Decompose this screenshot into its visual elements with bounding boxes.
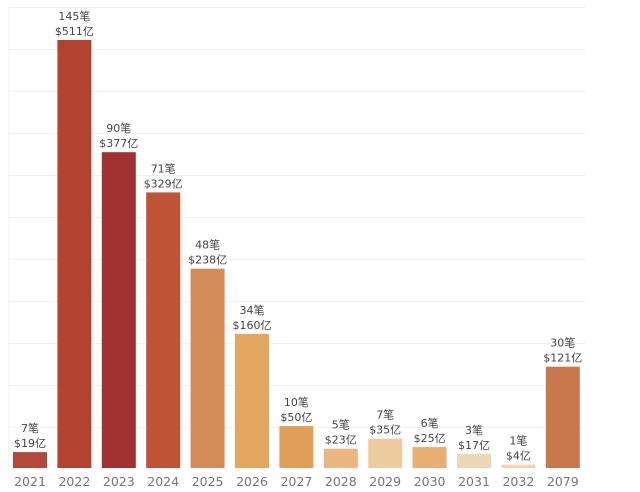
amount-label-2027: $50亿 — [280, 411, 312, 424]
count-label-2021: 7笔 — [21, 421, 39, 435]
x-tick-2023: 2023 — [103, 474, 135, 489]
x-tick-2029: 2029 — [369, 474, 401, 489]
amount-label-2031: $17亿 — [458, 439, 490, 452]
x-tick-2025: 2025 — [192, 474, 224, 489]
count-label-2026: 34笔 — [240, 303, 265, 317]
amount-label-2079: $121亿 — [543, 352, 582, 365]
x-tick-2030: 2030 — [414, 474, 446, 489]
data-labels: 7笔 $19亿 145笔 $511亿 90笔 $377亿 71笔 $329亿 48笔 $238亿 3… — [14, 9, 582, 463]
amount-label-2024: $329亿 — [144, 177, 183, 190]
count-label-2032: 1笔 — [509, 434, 527, 448]
amount-label-2026: $160亿 — [233, 319, 272, 332]
x-tick-2028: 2028 — [325, 474, 357, 489]
count-label-2027: 10笔 — [284, 395, 309, 409]
amount-label-2032: $4亿 — [506, 450, 531, 463]
amount-label-2021: $19亿 — [14, 437, 46, 450]
count-label-2028: 5笔 — [332, 418, 350, 432]
bar-2029[interactable] — [368, 438, 403, 468]
bar-2021[interactable] — [13, 452, 47, 468]
x-tick-2027: 2027 — [280, 474, 312, 489]
x-tick-2021: 2021 — [14, 474, 46, 489]
x-tick-2026: 2026 — [236, 474, 268, 489]
bar-2079[interactable] — [545, 366, 580, 468]
count-label-2022: 145笔 — [58, 9, 90, 23]
count-label-2029: 7笔 — [376, 408, 394, 422]
count-label-2024: 71笔 — [151, 161, 176, 175]
count-label-2079: 30笔 — [550, 336, 575, 350]
count-label-2025: 48笔 — [195, 238, 220, 252]
bar-2032[interactable] — [501, 464, 536, 468]
bar-2028[interactable] — [323, 448, 358, 468]
x-tick-2032: 2032 — [502, 474, 534, 489]
x-tick-2024: 2024 — [147, 474, 179, 489]
amount-label-2029: $35亿 — [369, 424, 401, 437]
count-label-2031: 3笔 — [465, 423, 483, 437]
count-label-2030: 6笔 — [421, 416, 439, 430]
x-tick-2079: 2079 — [547, 474, 579, 489]
count-label-2023: 90笔 — [106, 121, 131, 135]
x-tick-2031: 2031 — [458, 474, 490, 489]
x-tick-2022: 2022 — [58, 474, 90, 489]
bars — [13, 40, 580, 468]
bar-2022[interactable] — [57, 40, 92, 468]
x-axis-ticks: 2021 2022 2023 2024 2025 2026 2027 2028 2029 2030… — [14, 474, 579, 489]
bar-2024[interactable] — [146, 192, 181, 468]
amount-label-2022: $511亿 — [55, 25, 94, 38]
bar-2026[interactable] — [235, 334, 269, 468]
amount-label-2023: $377亿 — [99, 137, 138, 150]
bar-2027[interactable] — [279, 426, 314, 468]
amount-label-2028: $23亿 — [325, 434, 357, 447]
bar-2030[interactable] — [412, 447, 447, 468]
bar-2023[interactable] — [101, 152, 136, 468]
amount-label-2025: $238亿 — [188, 254, 227, 267]
amount-label-2030: $25亿 — [414, 432, 446, 445]
bar-2031[interactable] — [457, 453, 491, 468]
bar-2025[interactable] — [190, 268, 225, 468]
